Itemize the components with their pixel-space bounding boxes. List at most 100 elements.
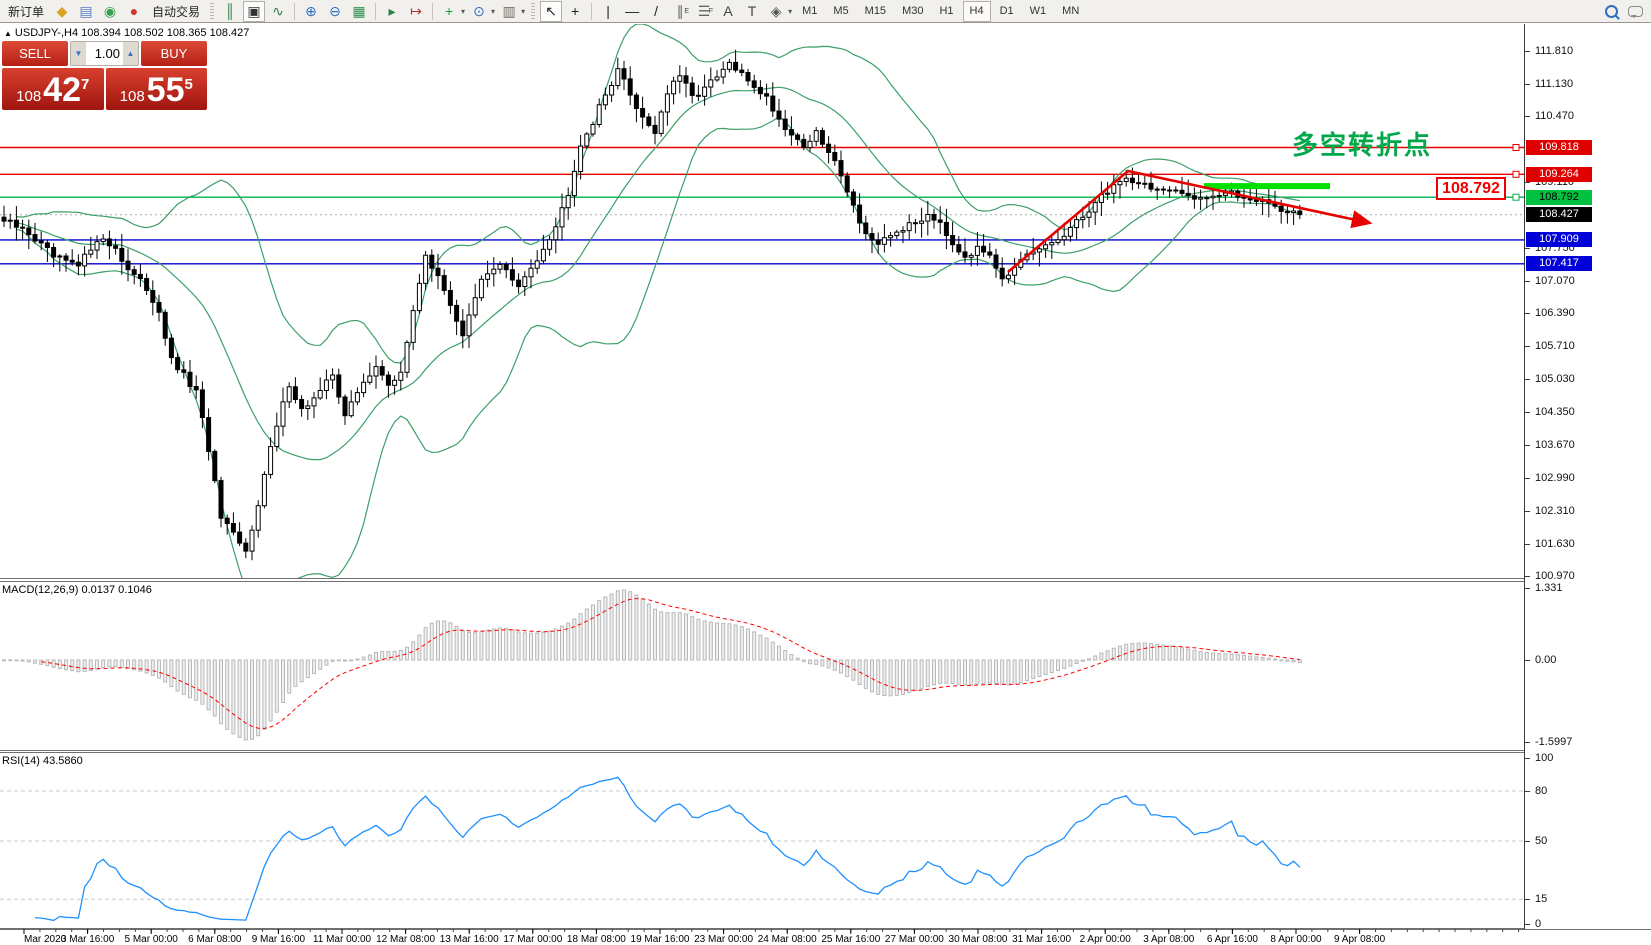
dropdown-arrow-icon[interactable]: ▾ [491,6,496,16]
time-axis-label: 6 Apr 16:00 [1207,934,1259,945]
chart-shift-icon[interactable]: ↦ [410,2,422,19]
price-axis-label: 102.990 [1535,472,1575,484]
price-level-badge: 109.818 [1526,140,1592,155]
auto-scroll-icon[interactable]: ▸ [388,2,396,19]
rsi-axis-label: 15 [1535,893,1548,905]
volume-input[interactable] [86,42,123,65]
time-axis-label: 17 Mar 00:00 [503,934,562,945]
time-axis-label: 31 Mar 16:00 [1012,934,1071,945]
timeframe-d1[interactable]: D1 [999,5,1014,17]
price-axis-label: 103.670 [1535,439,1575,451]
fibonacci-icon[interactable]: ☰ F [697,2,714,19]
price-axis-label: 101.630 [1535,538,1575,550]
vertical-line-icon[interactable]: | [606,2,610,19]
symbol-ohlc-text: USDJPY-,H4 108.394 108.502 108.365 108.4… [14,27,250,39]
text-icon[interactable]: A [723,2,733,19]
timeframe-m15[interactable]: M15 [864,5,887,17]
timeframe-mn[interactable]: MN [1062,5,1080,17]
timeframe-w1[interactable]: W1 [1029,5,1047,17]
price-axis-label: 105.030 [1535,373,1575,385]
timeframe-h1[interactable]: H1 [939,5,954,17]
autotrading-icon[interactable]: ● [129,2,139,19]
symbol-info: ▲ USDJPY-,H4 108.394 108.502 108.365 108.… [4,27,249,39]
price-callout-box: 108.792 [1436,177,1506,200]
market-watch-icon[interactable]: ▤ [79,2,93,19]
buy-price-prefix: 108 [119,88,145,105]
buy-price-main: 55 [146,71,185,109]
equidistant-channel-icon[interactable]: ∥ E [676,2,690,19]
chart-area[interactable]: 111.810 111.130 110.470 109.110 107.750 107.0… [0,24,1651,945]
volume-decrease-button[interactable]: ▼ [71,42,86,65]
zoom-in-icon[interactable]: ⊕ [305,2,317,19]
sell-price-button[interactable]: 108 42 7 [2,68,104,110]
price-axis-label: 107.070 [1535,275,1575,287]
buy-price-button[interactable]: 108 55 5 [105,68,207,110]
bollinger-bands-layer [16,24,1300,578]
volume-increase-button[interactable]: ▲ [123,42,138,65]
price-level-badge: 108.427 [1526,207,1592,222]
time-axis-label: 13 Mar 16:00 [440,934,499,945]
zoom-out-icon[interactable]: ⊖ [329,2,341,19]
arrows-icon[interactable]: ◈ [770,2,782,19]
text-label-icon[interactable]: T [747,2,757,19]
price-chart-canvas[interactable] [0,24,1524,578]
search-icon[interactable] [1605,4,1618,18]
pane-splitter-top-rsi[interactable] [0,750,1651,751]
toolbar-grip[interactable] [531,2,536,20]
rsi-line [34,776,1301,922]
window-expand-icon[interactable]: ▲ [4,29,12,38]
candlestick-chart-icon[interactable]: ▣ [243,0,266,22]
time-axis-label: 3 Apr 08:00 [1143,934,1195,945]
tile-windows-icon[interactable]: ▦ [352,2,366,19]
price-axis-label: 111.130 [1535,78,1574,90]
price-axis[interactable]: 111.810 111.130 110.470 109.110 107.750 107.0… [1524,24,1651,930]
pane-splitter-top-macd2[interactable] [0,581,1651,582]
rsi-pane-canvas[interactable] [0,753,1524,928]
price-axis-label: 106.390 [1535,307,1575,319]
pane-splitter-top-rsi2[interactable] [0,752,1651,753]
sell-price-prefix: 108 [16,88,42,105]
macd-pane-canvas[interactable] [0,582,1524,750]
time-axis-label: 18 Mar 08:00 [567,934,626,945]
timeframe-m1[interactable]: M1 [802,5,818,17]
time-axis-label: 9 Mar 16:00 [252,934,306,945]
macd-signal-line [41,598,1300,729]
dropdown-arrow-icon[interactable]: ▾ [461,6,466,16]
timeframe-h4[interactable]: H4 [962,0,991,22]
pane-splitter-top-macd[interactable] [0,578,1651,579]
crosshair-icon[interactable]: + [570,2,580,19]
line-anchor-handle [1512,170,1520,178]
chat-icon[interactable] [1628,5,1643,18]
main-toolbar: 新订单 ◆ ▤ ◉ ● 自动交易 ║ ▣ ∿ ⊕ ⊖ ▦ ▸ ↦ + ▾ ⊙ ▾ ▥ ▾ ↖ + | — / ∥ E ☰ F A T ◈ ▾ M1… [0,0,1651,23]
timeframe-m30[interactable]: M30 [902,5,924,17]
buy-button[interactable]: BUY [141,41,207,66]
new-order-button[interactable]: 新订单 [8,4,45,19]
bar-chart-icon[interactable]: ║ [225,2,235,19]
trend-arrow [1007,169,1373,273]
time-axis-label: 5 Mar 00:00 [125,934,179,945]
signals-icon[interactable]: ◉ [103,2,117,19]
dropdown-arrow-icon[interactable]: ▾ [788,6,793,16]
support-highlight-bar [1204,183,1330,190]
time-axis-label: 11 Mar 00:00 [313,934,372,945]
price-level-badge: 108.792 [1526,190,1592,205]
templates-icon[interactable]: ▥ [502,2,516,19]
horizontal-line-icon[interactable]: — [625,2,640,19]
toolbar-grip[interactable] [210,2,215,20]
periods-icon[interactable]: ⊙ [473,2,485,19]
sell-price-pip: 7 [81,76,90,93]
time-axis-label: 25 Mar 16:00 [821,934,880,945]
trendline-icon[interactable]: / [654,2,659,19]
rsi-label: RSI(14) 43.5860 [2,755,83,767]
line-anchor-handle [1512,144,1520,151]
dropdown-arrow-icon[interactable]: ▾ [521,6,526,16]
price-axis-label: 111.810 [1535,45,1574,57]
time-axis[interactable]: Mar 2020 3 Mar 16:00 5 Mar 00:00 6 Mar 08:0… [0,929,1651,945]
line-chart-icon[interactable]: ∿ [272,2,284,19]
metaeditor-icon[interactable]: ◆ [56,2,68,19]
sell-button[interactable]: SELL [2,41,68,66]
cursor-icon[interactable]: ↖ [540,0,563,22]
indicators-icon[interactable]: + [444,2,454,19]
autotrading-button[interactable]: 自动交易 [152,4,201,19]
timeframe-m5[interactable]: M5 [833,5,849,17]
